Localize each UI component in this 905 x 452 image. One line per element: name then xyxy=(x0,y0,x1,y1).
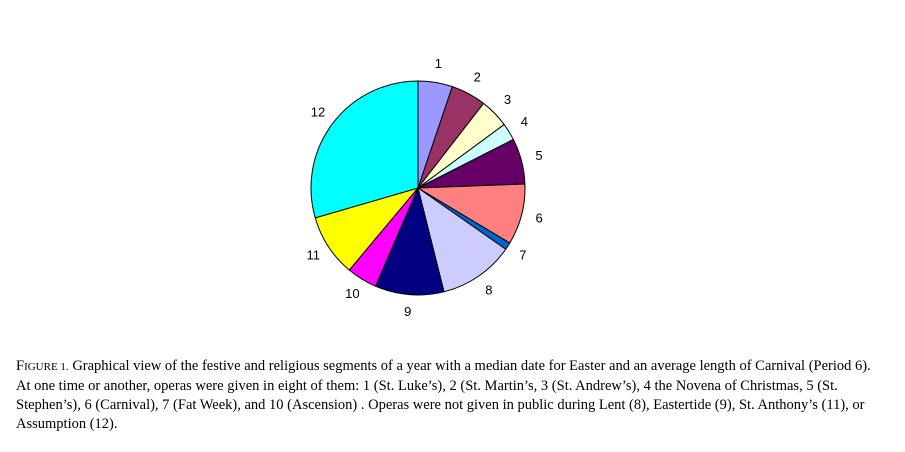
slice-label: 5 xyxy=(535,148,542,163)
figure-caption: FIGURE 1. Graphical view of the festive … xyxy=(16,357,886,434)
pie-slice xyxy=(310,80,419,219)
slice-label: 7 xyxy=(519,247,526,262)
slice-label: 9 xyxy=(404,304,411,319)
slice-label: 12 xyxy=(311,104,325,119)
caption-label: FIGURE 1. xyxy=(16,358,69,374)
slice-label: 2 xyxy=(474,69,481,84)
caption-text: Graphical view of the festive and religi… xyxy=(16,358,871,432)
slice-label: 10 xyxy=(345,286,359,301)
slice-label: 6 xyxy=(535,211,542,226)
pie-slice xyxy=(374,186,445,296)
slice-label: 11 xyxy=(307,248,321,263)
slice-label: 8 xyxy=(485,282,492,297)
slice-label: 4 xyxy=(521,114,528,129)
slice-label: 3 xyxy=(504,92,511,107)
slice-label: 1 xyxy=(435,56,442,71)
pie-slice xyxy=(417,186,507,293)
